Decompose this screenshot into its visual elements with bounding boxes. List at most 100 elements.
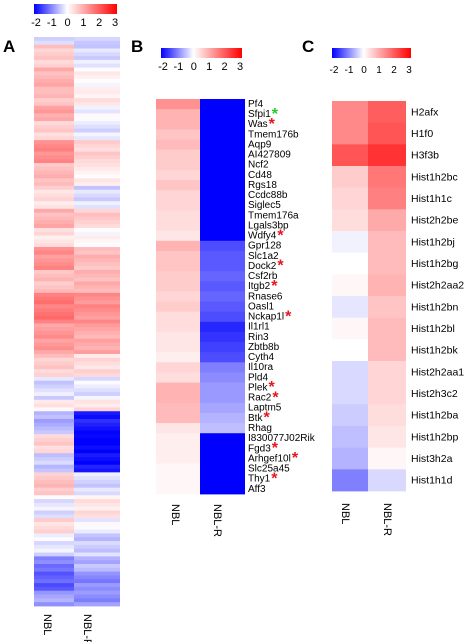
heatmap-cell: [74, 136, 120, 141]
heatmap-cell: [368, 426, 406, 449]
heatmap-cell: [200, 372, 245, 383]
colorbar-tick-label: 0: [191, 61, 197, 73]
heatmap-cell: [34, 563, 74, 569]
heatmap-cell: [200, 291, 245, 302]
gene-label: AI427809: [248, 150, 291, 161]
heatmap-cell: [200, 200, 245, 211]
colorbar-tick-label: 3: [406, 65, 412, 76]
heatmap-cell: [74, 476, 120, 481]
gene-label: Hist1h1d: [411, 475, 453, 487]
heatmap-cell: [74, 552, 120, 557]
heatmap-cell: [74, 392, 120, 397]
gene-label: Hist2h2aa1: [411, 366, 464, 378]
heatmap-cell: [200, 261, 245, 272]
heatmap-cell: [34, 403, 74, 408]
heatmap-cell: [74, 365, 120, 370]
colorbar-a-gradient: [34, 4, 117, 14]
heatmap-cell: [34, 311, 74, 317]
heatmap-cell: [74, 117, 120, 122]
heatmap-cell: [34, 495, 74, 500]
heatmap-cell: [74, 495, 120, 500]
heatmap-cell: [74, 560, 120, 565]
heatmap-cell: [74, 159, 120, 164]
colorbar-tick-label: 2: [96, 17, 102, 29]
heatmap-cell: [34, 285, 74, 290]
heatmap-cell: [74, 185, 120, 191]
heatmap-cell: [74, 323, 120, 328]
heatmap-cell: [34, 518, 74, 523]
heatmap-cell: [74, 231, 120, 236]
gene-label: H2afx: [411, 106, 439, 118]
heatmap-cell: [34, 327, 74, 332]
heatmap-cell: [34, 594, 74, 599]
heatmap-cell: [34, 598, 74, 603]
heatmap-cell: [74, 258, 120, 263]
colorbar-tick-label: 2: [391, 65, 397, 76]
heatmap-cell: [332, 274, 368, 297]
heatmap-cell: [368, 447, 406, 470]
heatmap-cell: [156, 342, 200, 353]
heatmap-cell: [74, 308, 120, 313]
heatmap-cell: [74, 63, 120, 68]
heatmap-cell: [74, 437, 120, 443]
heatmap-cell: [332, 166, 368, 189]
heatmap-cell: [74, 357, 120, 362]
heatmap-cell: [34, 94, 74, 99]
heatmap-cell: [200, 220, 245, 232]
heatmap-cell: [34, 193, 74, 198]
heatmap-cell: [74, 44, 120, 49]
heatmap-cell: [74, 415, 120, 420]
heatmap-cell: [34, 449, 74, 454]
heatmap-cell: [34, 296, 74, 301]
heatmap-cell: [74, 201, 120, 206]
heatmap-cell: [74, 197, 120, 202]
heatmap-cell: [368, 382, 406, 405]
heatmap-cell: [34, 82, 74, 88]
heatmap-cell: [200, 392, 245, 404]
heatmap-cell: [74, 224, 120, 229]
heatmap-cell: [156, 139, 200, 151]
colorbar-tick-label: -1: [174, 61, 184, 73]
heatmap-cell: [200, 463, 245, 475]
heatmap-cell: [34, 468, 74, 473]
gene-label: Aqp9: [248, 139, 272, 150]
gene-labels-c: H2afx H1f0 H3f3b Hist1h2bc Hist1h1c Hist2h2be…: [411, 106, 464, 486]
heatmap-cell: [332, 404, 368, 427]
colorbar-c: -2 -1 0 1 2 3: [330, 48, 412, 76]
heatmap-cell: [34, 159, 74, 164]
heatmap-cell: [34, 514, 74, 519]
heatmap-cell: [74, 37, 120, 42]
gene-label: Zbtb8b: [248, 342, 280, 353]
heatmap-cell: [74, 548, 120, 553]
column-label: NBL: [169, 504, 181, 525]
heatmap-cell: [368, 144, 406, 167]
colorbar-tick-label: 0: [65, 17, 71, 29]
heatmap-cell: [200, 301, 245, 313]
heatmap-b: [156, 99, 245, 495]
heatmap-cell: [74, 403, 120, 408]
heatmap-cell: [74, 472, 120, 477]
heatmap-cell: [34, 502, 74, 508]
heatmap-cell: [74, 220, 120, 225]
heatmap-cell: [74, 510, 120, 515]
heatmap-cell: [156, 443, 200, 454]
heatmap-cell: [34, 411, 74, 416]
heatmap-cell: [74, 380, 120, 385]
heatmap-cell: [34, 388, 74, 393]
heatmap-cell: [74, 163, 120, 168]
heatmap-cell: [74, 71, 120, 76]
gene-label: Rgs18: [248, 180, 277, 191]
heatmap-cell: [34, 365, 74, 370]
heatmap-cell: [332, 317, 368, 340]
heatmap-cell: [34, 537, 74, 542]
heatmap-cell: [332, 469, 368, 492]
heatmap-cell: [74, 395, 120, 401]
heatmap-cell: [332, 382, 368, 405]
heatmap-cell: [368, 339, 406, 362]
heatmap-cell: [156, 423, 200, 434]
heatmap-cell: [200, 433, 245, 444]
heatmap-cell: [156, 321, 200, 333]
heatmap-cell: [34, 174, 74, 179]
gene-label: Plek: [248, 382, 268, 393]
heatmap-cell: [34, 44, 74, 49]
